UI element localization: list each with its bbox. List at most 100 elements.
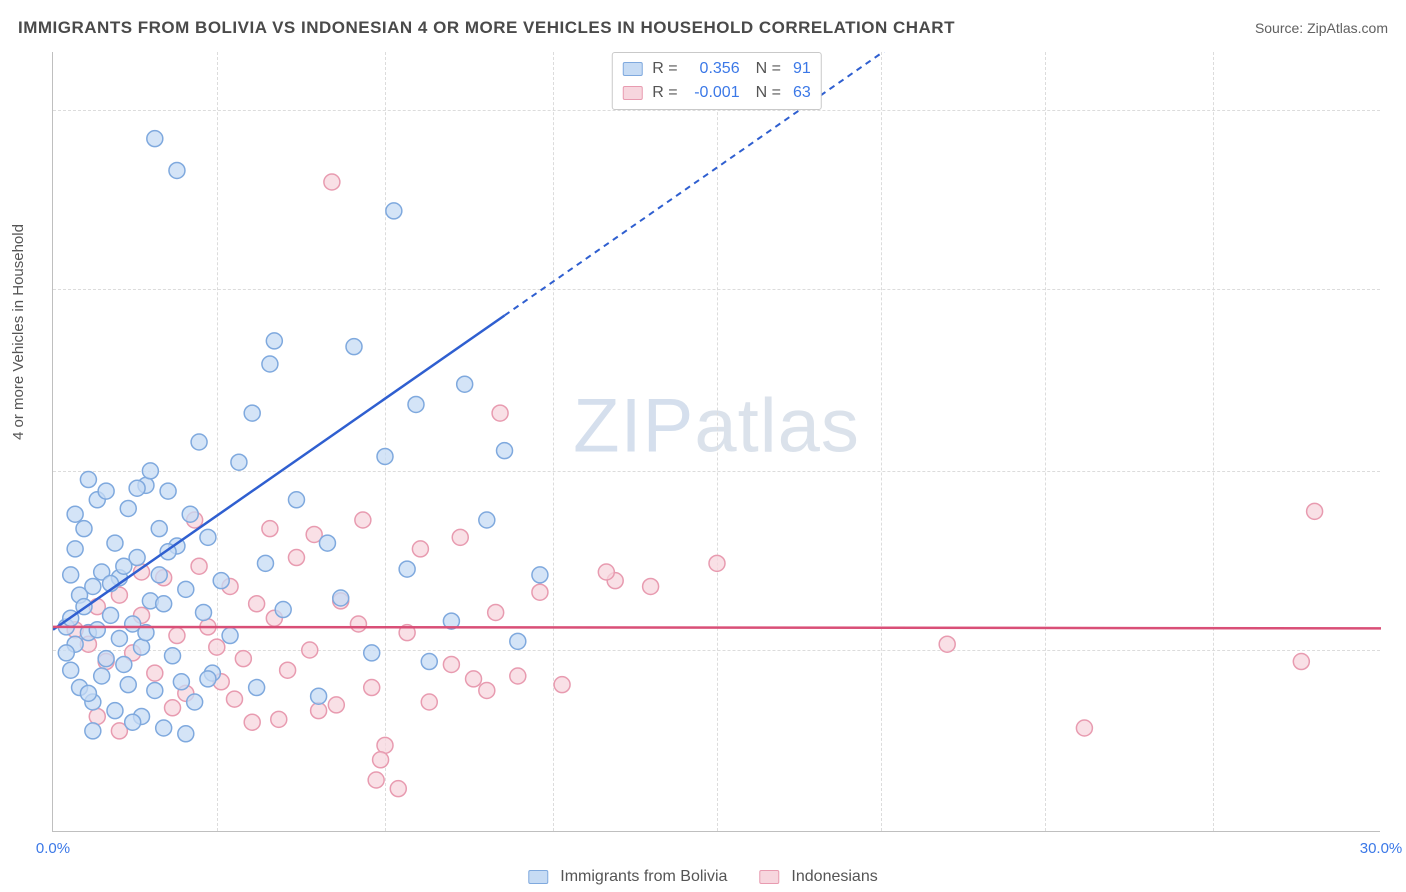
data-point-bolivia bbox=[156, 596, 172, 612]
data-point-bolivia bbox=[173, 674, 189, 690]
data-point-bolivia bbox=[107, 703, 123, 719]
swatch-indonesians bbox=[622, 86, 642, 100]
data-point-bolivia bbox=[266, 333, 282, 349]
data-point-bolivia bbox=[160, 483, 176, 499]
x-tick-label: 0.0% bbox=[36, 840, 70, 857]
data-point-bolivia bbox=[182, 506, 198, 522]
data-point-bolivia bbox=[165, 648, 181, 664]
data-point-indonesians bbox=[368, 772, 384, 788]
r-label: R = bbox=[652, 81, 677, 105]
data-point-indonesians bbox=[532, 584, 548, 600]
n-label: N = bbox=[756, 57, 781, 81]
data-point-bolivia bbox=[196, 604, 212, 620]
data-point-bolivia bbox=[142, 463, 158, 479]
data-point-bolivia bbox=[116, 656, 132, 672]
data-point-bolivia bbox=[120, 500, 136, 516]
legend-item-bolivia: Immigrants from Bolivia bbox=[528, 868, 727, 886]
data-point-indonesians bbox=[479, 682, 495, 698]
data-point-bolivia bbox=[169, 162, 185, 178]
data-point-bolivia bbox=[187, 694, 203, 710]
data-point-indonesians bbox=[598, 564, 614, 580]
data-point-indonesians bbox=[350, 616, 366, 632]
data-point-bolivia bbox=[98, 651, 114, 667]
data-point-bolivia bbox=[129, 480, 145, 496]
stats-row-bolivia: R = 0.356 N = 91 bbox=[622, 57, 810, 81]
data-point-bolivia bbox=[200, 529, 216, 545]
y-tick-label: 25.0% bbox=[1390, 101, 1406, 118]
data-point-bolivia bbox=[134, 639, 150, 655]
data-point-bolivia bbox=[111, 630, 127, 646]
x-tick-label: 30.0% bbox=[1360, 840, 1403, 857]
data-point-indonesians bbox=[1076, 720, 1092, 736]
data-point-indonesians bbox=[191, 558, 207, 574]
r-label: R = bbox=[652, 57, 677, 81]
data-point-indonesians bbox=[249, 596, 265, 612]
series-legend: Immigrants from Bolivia Indonesians bbox=[528, 868, 877, 886]
data-point-bolivia bbox=[67, 541, 83, 557]
n-label: N = bbox=[756, 81, 781, 105]
data-point-bolivia bbox=[288, 492, 304, 508]
data-point-indonesians bbox=[147, 665, 163, 681]
legend-label-indonesians: Indonesians bbox=[791, 868, 877, 886]
data-point-bolivia bbox=[98, 483, 114, 499]
data-point-bolivia bbox=[76, 521, 92, 537]
y-tick-label: 18.8% bbox=[1390, 280, 1406, 297]
data-point-bolivia bbox=[151, 567, 167, 583]
data-point-indonesians bbox=[510, 668, 526, 684]
data-point-bolivia bbox=[497, 443, 513, 459]
plot-area: ZIPatlas 6.3%12.5%18.8%25.0%0.0%30.0% R … bbox=[52, 52, 1380, 832]
data-point-bolivia bbox=[156, 720, 172, 736]
stats-legend: R = 0.356 N = 91 R = -0.001 N = 63 bbox=[611, 52, 821, 110]
data-point-indonesians bbox=[165, 700, 181, 716]
data-point-bolivia bbox=[80, 472, 96, 488]
data-point-indonesians bbox=[311, 703, 327, 719]
y-tick-label: 6.3% bbox=[1390, 642, 1406, 659]
data-point-bolivia bbox=[249, 680, 265, 696]
data-point-bolivia bbox=[63, 662, 79, 678]
data-point-bolivia bbox=[364, 645, 380, 661]
data-point-bolivia bbox=[103, 607, 119, 623]
data-point-indonesians bbox=[466, 671, 482, 687]
data-point-bolivia bbox=[408, 396, 424, 412]
data-point-bolivia bbox=[399, 561, 415, 577]
data-point-indonesians bbox=[373, 752, 389, 768]
data-point-indonesians bbox=[1307, 503, 1323, 519]
data-point-indonesians bbox=[452, 529, 468, 545]
data-point-indonesians bbox=[324, 174, 340, 190]
data-point-bolivia bbox=[116, 558, 132, 574]
data-point-indonesians bbox=[280, 662, 296, 678]
data-point-indonesians bbox=[1293, 654, 1309, 670]
chart-title: IMMIGRANTS FROM BOLIVIA VS INDONESIAN 4 … bbox=[18, 18, 955, 38]
data-point-indonesians bbox=[412, 541, 428, 557]
data-point-bolivia bbox=[386, 203, 402, 219]
data-point-bolivia bbox=[85, 578, 101, 594]
y-tick-label: 12.5% bbox=[1390, 462, 1406, 479]
data-point-indonesians bbox=[226, 691, 242, 707]
data-point-bolivia bbox=[479, 512, 495, 528]
data-point-indonesians bbox=[421, 694, 437, 710]
data-point-bolivia bbox=[244, 405, 260, 421]
data-point-bolivia bbox=[346, 339, 362, 355]
y-axis-label: 4 or more Vehicles in Household bbox=[10, 224, 27, 440]
data-point-bolivia bbox=[275, 602, 291, 618]
data-point-bolivia bbox=[231, 454, 247, 470]
data-point-bolivia bbox=[191, 434, 207, 450]
data-point-indonesians bbox=[271, 711, 287, 727]
data-point-indonesians bbox=[169, 628, 185, 644]
data-point-bolivia bbox=[377, 448, 393, 464]
data-point-indonesians bbox=[302, 642, 318, 658]
data-point-indonesians bbox=[554, 677, 570, 693]
data-point-bolivia bbox=[178, 726, 194, 742]
data-point-bolivia bbox=[257, 555, 273, 571]
swatch-indonesians bbox=[759, 870, 779, 884]
data-point-indonesians bbox=[709, 555, 725, 571]
data-point-indonesians bbox=[939, 636, 955, 652]
stats-row-indonesians: R = -0.001 N = 63 bbox=[622, 81, 810, 105]
data-point-bolivia bbox=[421, 654, 437, 670]
data-point-bolivia bbox=[200, 671, 216, 687]
data-point-bolivia bbox=[125, 714, 141, 730]
data-point-bolivia bbox=[147, 682, 163, 698]
data-point-bolivia bbox=[151, 521, 167, 537]
data-point-indonesians bbox=[355, 512, 371, 528]
data-point-bolivia bbox=[311, 688, 327, 704]
